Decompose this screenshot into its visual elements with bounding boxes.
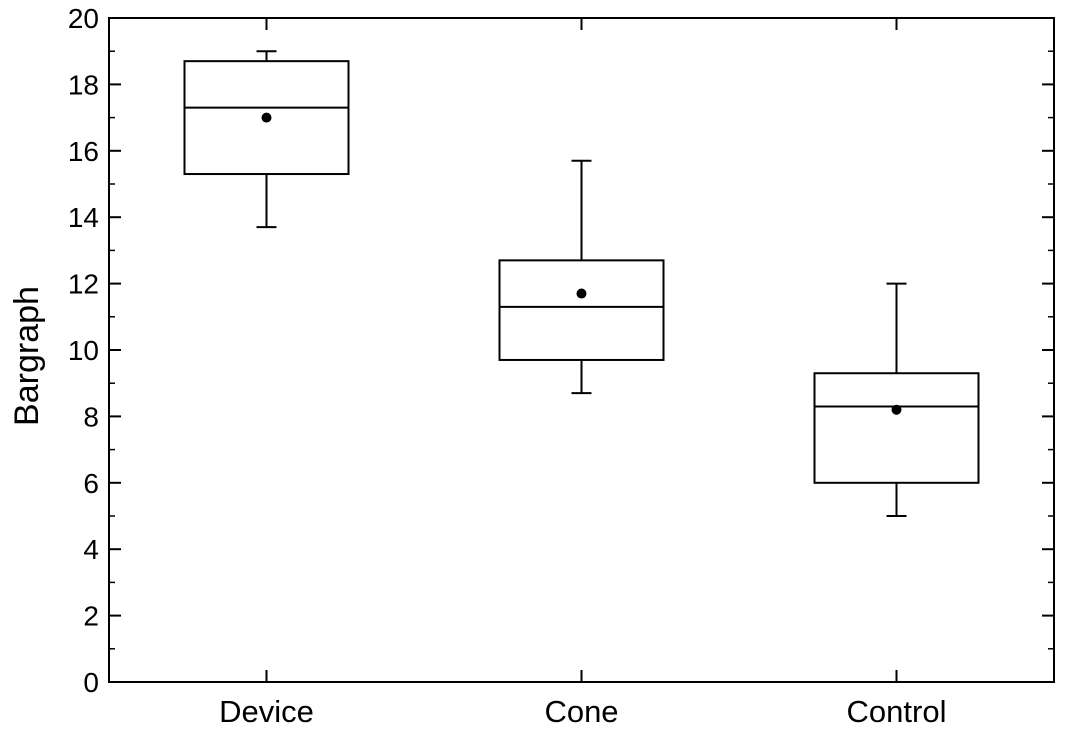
mean-point	[576, 288, 587, 299]
labels-layer: 0 2 4 6 8 10 12 14 16 18 20 Device Cone Control	[68, 3, 947, 729]
y-tick-label: 6	[83, 468, 99, 499]
y-tick-label: 8	[83, 401, 99, 432]
mean-point	[261, 112, 272, 123]
y-tick-label: 2	[83, 601, 99, 632]
y-tick-label: 18	[68, 69, 99, 100]
x-category-label: Device	[219, 694, 314, 729]
y-tick-label: 4	[83, 534, 99, 565]
y-tick-label: 12	[68, 269, 99, 300]
box-cone	[498, 159, 665, 395]
y-tick-label: 16	[68, 136, 99, 167]
box-control	[813, 282, 980, 517]
mean-point	[891, 404, 902, 415]
box-device	[183, 50, 350, 229]
y-tick-label: 14	[68, 202, 99, 233]
iqr-box	[813, 372, 980, 484]
iqr-box	[498, 259, 665, 361]
y-tick-label: 10	[68, 335, 99, 366]
y-ticks-layer	[109, 17, 1054, 683]
x-category-label: Control	[847, 694, 947, 729]
x-category-label: Cone	[544, 694, 618, 729]
y-tick-label: 0	[83, 667, 99, 698]
boxes-layer	[183, 50, 980, 517]
y-axis-title: Bargraph	[8, 286, 46, 426]
y-tick-label: 20	[68, 3, 99, 34]
